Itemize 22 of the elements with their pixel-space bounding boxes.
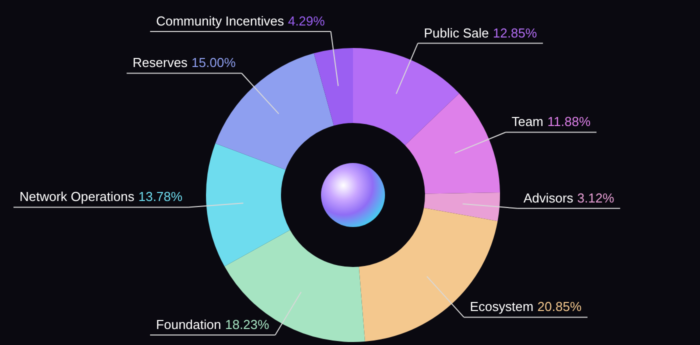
data-label: 12.85% bbox=[492, 25, 538, 40]
donut-slice bbox=[405, 93, 500, 194]
data-label: 4.29% bbox=[288, 13, 326, 28]
donut-slice bbox=[353, 48, 460, 146]
slice-label: Team bbox=[512, 114, 544, 130]
donut-slice bbox=[314, 48, 353, 126]
slice-label: Reserves bbox=[132, 55, 188, 70]
donut-slice bbox=[224, 230, 365, 342]
data-label: 11.88% bbox=[547, 114, 591, 130]
data-label: 18.23% bbox=[225, 317, 270, 332]
data-label: 13.78% bbox=[138, 189, 183, 204]
slice-label: Network Operations bbox=[19, 189, 135, 204]
data-label: 15.00% bbox=[192, 55, 236, 70]
donut-slice bbox=[206, 143, 290, 266]
slice-label: Community Incentives bbox=[156, 13, 284, 28]
slice-label: Public Sale bbox=[424, 25, 489, 40]
data-label: 3.12% bbox=[577, 190, 615, 206]
slice-label: Ecosystem bbox=[470, 299, 534, 314]
slice-label: Advisors bbox=[523, 190, 574, 206]
slice-label: Foundation bbox=[156, 317, 222, 332]
donut-slice bbox=[424, 192, 500, 222]
data-label: 20.85% bbox=[537, 299, 582, 314]
